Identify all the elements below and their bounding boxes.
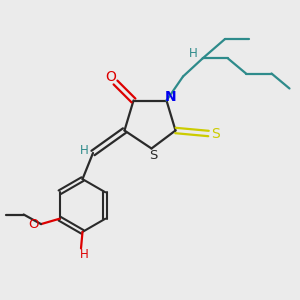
Text: S: S — [149, 148, 157, 162]
Text: N: N — [165, 90, 177, 104]
Text: O: O — [106, 70, 116, 84]
Text: H: H — [80, 143, 89, 157]
Text: H: H — [189, 47, 198, 61]
Text: S: S — [211, 127, 220, 140]
Text: O: O — [28, 218, 39, 231]
Text: H: H — [80, 248, 88, 261]
